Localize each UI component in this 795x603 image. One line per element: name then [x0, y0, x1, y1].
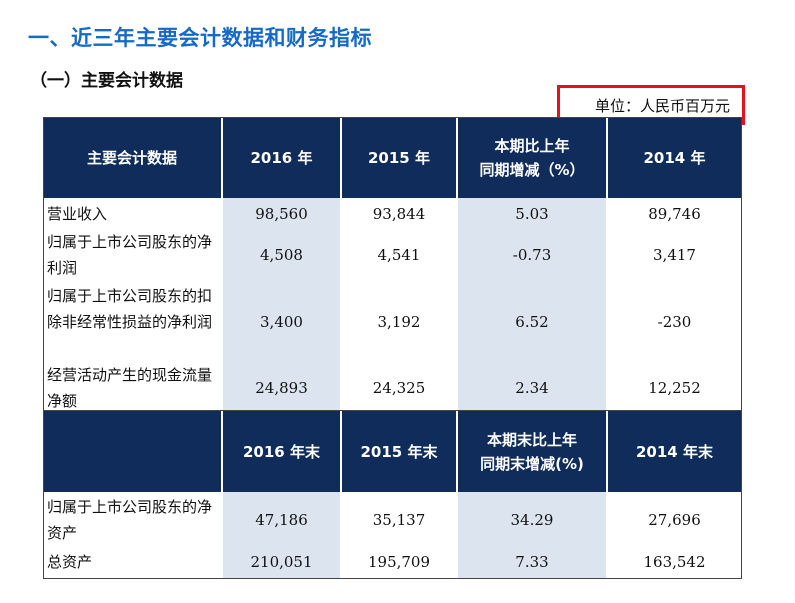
row-label-net-profit: 归属于上市公司股东的净利润 — [47, 233, 213, 277]
table-divider — [43, 410, 742, 411]
header-divider — [606, 411, 608, 492]
header-divider — [606, 118, 608, 198]
table-cell: 3,400 — [260, 313, 303, 331]
table-cell: 4,541 — [377, 246, 421, 264]
unit-label: 单位：人民币百万元 — [594, 97, 730, 115]
row-label-operating-cashflow: 经营活动产生的现金流量净额 — [47, 366, 213, 410]
table-cell: 5.03 — [515, 205, 549, 223]
table-cell: 98,560 — [255, 205, 308, 223]
table-cell: 6.52 — [515, 313, 549, 331]
shade-col-change — [458, 198, 606, 410]
table-cell: 163,542 — [643, 553, 706, 571]
row-label-total-assets: 总资产 — [47, 553, 93, 571]
table-cell: 34.29 — [510, 511, 554, 529]
table1-header-2016: 2016 年 — [250, 149, 313, 167]
shade-col-2016 — [223, 198, 340, 410]
table2-header-2015-end: 2015 年末 — [360, 442, 438, 461]
shade-col-change-end — [458, 492, 606, 578]
table2-header-band — [43, 411, 741, 492]
section-heading: 一、近三年主要会计数据和财务指标 — [28, 26, 372, 50]
table-cell: 24,325 — [372, 379, 426, 397]
table1-header-2014: 2014 年 — [643, 149, 706, 167]
table-cell: 12,252 — [648, 379, 701, 397]
table-cell: 4,508 — [260, 246, 303, 264]
subsection-heading: （一）主要会计数据 — [30, 71, 183, 91]
table2-header-2014-end: 2014 年末 — [636, 442, 713, 461]
table-cell: 35,137 — [372, 511, 426, 529]
table-cell: 24,893 — [255, 379, 308, 397]
table-cell: 7.33 — [515, 553, 549, 571]
table-cell: 47,186 — [255, 511, 308, 529]
table-cell: -230 — [657, 313, 692, 331]
table-cell: 3,192 — [377, 313, 421, 331]
table1-header-2015: 2015 年 — [368, 149, 430, 167]
table1-header-band — [43, 118, 741, 198]
row-label-net-assets: 归属于上市公司股东的净资产 — [47, 498, 213, 542]
row-label-revenue: 营业收入 — [47, 205, 108, 223]
header-divider — [221, 118, 223, 198]
header-divider — [340, 118, 342, 198]
table1-header-label: 主要会计数据 — [86, 149, 177, 167]
table-cell: 210,051 — [250, 553, 313, 571]
header-divider — [340, 411, 342, 492]
header-divider — [456, 411, 458, 492]
table-cell: 2.34 — [515, 379, 549, 397]
table-cell: 27,696 — [648, 511, 701, 529]
table-frame — [43, 117, 742, 579]
header-divider — [221, 411, 223, 492]
table-cell: 93,844 — [372, 205, 426, 223]
row-label-net-profit-deducted: 归属于上市公司股东的扣除非经常性损益的净利润 — [47, 287, 213, 331]
table-cell: 3,417 — [653, 246, 696, 264]
table1-header-change: 本期比上年 同期增减（%） — [479, 137, 585, 179]
shade-col-2016-end — [223, 492, 340, 578]
table-cell: 89,746 — [648, 205, 701, 223]
table2-header-change-end: 本期末比上年 同期末增减(%) — [480, 430, 584, 473]
header-divider — [456, 118, 458, 198]
table2-header-2016-end: 2016 年末 — [243, 442, 320, 461]
table-cell: -0.73 — [512, 246, 552, 264]
table-cell: 195,709 — [367, 553, 431, 571]
